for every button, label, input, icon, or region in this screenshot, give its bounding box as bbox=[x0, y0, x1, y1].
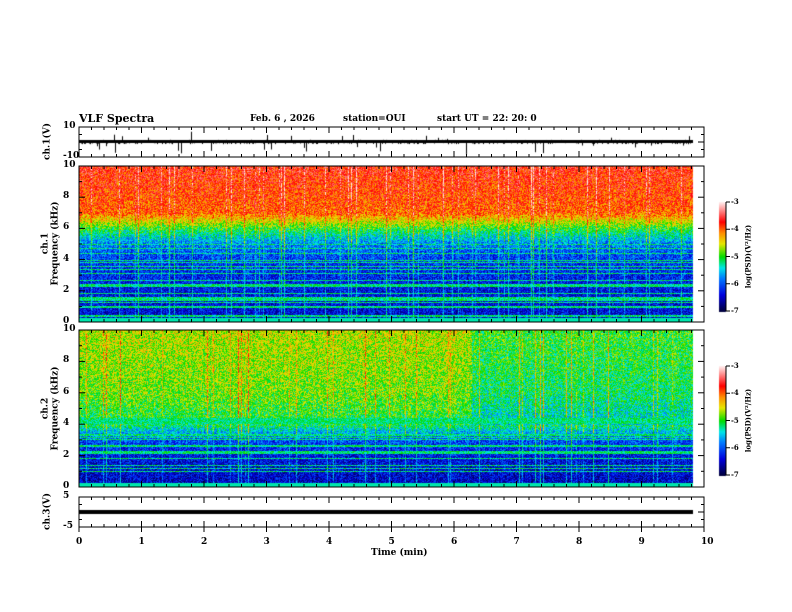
colorbar-tick-label: -6 bbox=[731, 442, 739, 452]
x-tick-label: 9 bbox=[638, 537, 645, 547]
panel-frame bbox=[78, 165, 705, 323]
x-tick-label: 6 bbox=[451, 537, 458, 547]
y-tick-label: -10 bbox=[63, 151, 80, 161]
y-tick-label: 2 bbox=[63, 449, 70, 460]
x-tick-label: 3 bbox=[263, 537, 270, 547]
y-tick-label: 8 bbox=[63, 191, 70, 202]
colorbar-tick-label: -5 bbox=[731, 251, 739, 261]
colorbar-tick-label: -7 bbox=[731, 470, 739, 479]
date-label: Feb. 6 , 2026 bbox=[250, 114, 315, 124]
station-label: station=OUI bbox=[343, 114, 406, 124]
start-time-label: start UT = 22: 20: 0 bbox=[437, 114, 537, 124]
colorbar-label: log(PSD)(V²/Hz) bbox=[743, 388, 753, 452]
x-tick-label: 4 bbox=[326, 537, 333, 547]
x-tick-label: 10 bbox=[701, 537, 714, 547]
y-tick-label: 0 bbox=[63, 481, 70, 491]
x-tick-label: 0 bbox=[76, 537, 83, 547]
y-axis-label: ch.1(V) bbox=[42, 123, 53, 160]
x-tick-label: 7 bbox=[513, 537, 520, 547]
y-tick-label: 10 bbox=[63, 160, 76, 170]
x-tick-label: 1 bbox=[138, 537, 145, 547]
colorbar-tick-label: -3 bbox=[731, 197, 739, 206]
y-axis-label: ch.3(V) bbox=[42, 493, 53, 530]
y-tick-label: 2 bbox=[63, 284, 70, 295]
y-tick-label: -5 bbox=[63, 521, 73, 531]
colorbar-tick-label: -4 bbox=[731, 388, 739, 398]
colorbar-label: log(PSD)(V²/Hz) bbox=[743, 224, 753, 288]
y-tick-label: 8 bbox=[63, 355, 70, 366]
y-tick-label: 6 bbox=[63, 222, 70, 233]
colorbar-tick-label: -3 bbox=[731, 361, 739, 370]
y-tick-label: 0 bbox=[63, 316, 70, 326]
x-tick-label: 5 bbox=[388, 537, 395, 547]
x-tick-label: 8 bbox=[576, 537, 583, 547]
y-tick-label: 6 bbox=[63, 386, 70, 397]
y-tick-label: 10 bbox=[63, 121, 76, 131]
y-tick-label: 4 bbox=[63, 253, 70, 264]
panel-frame bbox=[78, 329, 705, 488]
colorbar-tick-label: -5 bbox=[731, 415, 739, 425]
y-tick-label: 5 bbox=[63, 491, 70, 501]
y-axis-label-channel: ch.1 bbox=[40, 232, 51, 255]
y-axis-label-frequency: Frequency (kHz) bbox=[50, 201, 61, 286]
y-axis-label-channel: ch.2 bbox=[40, 397, 51, 419]
colorbar-tick-label: -7 bbox=[731, 306, 739, 315]
colorbar-tick-label: -4 bbox=[731, 224, 739, 234]
figure-title: VLF Spectra bbox=[79, 112, 155, 125]
x-axis-label: Time (min) bbox=[371, 548, 428, 558]
x-tick-label: 2 bbox=[201, 537, 208, 547]
colorbar-tick-label: -6 bbox=[731, 278, 739, 288]
y-tick-label: 10 bbox=[63, 324, 76, 334]
y-tick-label: 4 bbox=[63, 418, 70, 429]
y-axis-label-frequency: Frequency (kHz) bbox=[50, 366, 61, 451]
